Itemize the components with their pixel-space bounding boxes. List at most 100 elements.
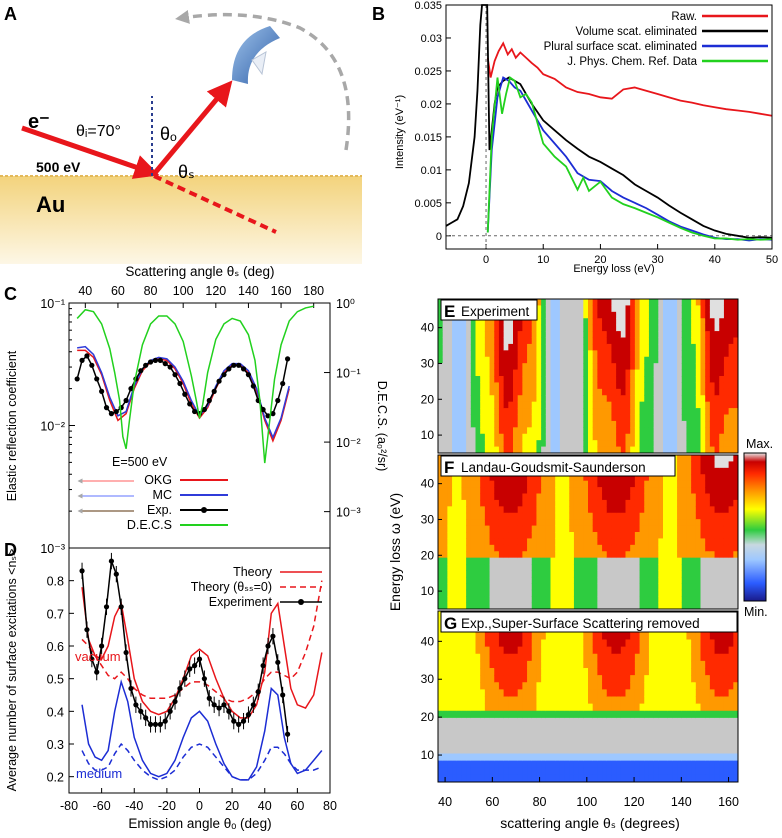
heatmap-cell — [625, 532, 631, 539]
heatmap-cell — [508, 639, 514, 648]
heatmap-cell — [498, 682, 505, 690]
heatmap-cell — [555, 639, 561, 648]
heatmap-cell — [536, 305, 542, 313]
heatmap-cell — [663, 311, 669, 319]
heatmap-cell — [484, 493, 491, 501]
heatmap-cell — [456, 725, 462, 733]
heatmap-cell — [644, 369, 650, 377]
heatmap-cell — [588, 525, 594, 533]
heatmap-cell — [555, 369, 561, 377]
heatmap-cell — [620, 675, 626, 683]
heatmap-cell — [639, 395, 645, 403]
heatmap-cell — [658, 653, 664, 662]
heatmap-cell — [648, 305, 655, 313]
heatmap-cell — [714, 461, 720, 469]
heatmap-cell — [672, 427, 678, 435]
heatmap-cell — [733, 639, 739, 648]
heatmap-cell — [442, 363, 448, 371]
heatmap-cell — [672, 499, 678, 507]
heatmap-cell — [466, 646, 472, 655]
heatmap-cell — [616, 382, 622, 390]
heatmap-cell — [663, 318, 669, 326]
heatmap-cell — [470, 331, 476, 338]
heatmap-cell — [480, 487, 486, 494]
heatmap-cell — [569, 725, 575, 733]
heatmap-cell — [677, 427, 683, 435]
heatmap-cell — [461, 480, 467, 488]
heatmap-cell — [484, 660, 491, 669]
heatmap-cell — [517, 414, 523, 422]
heatmap-cell — [569, 427, 575, 435]
heatmap-cell — [733, 760, 739, 769]
heatmap-cell — [691, 696, 697, 705]
heatmap-cell — [592, 703, 598, 712]
heatmap-cell — [470, 589, 476, 597]
heatmap-cell — [438, 564, 444, 571]
heatmap-cell — [527, 487, 533, 494]
heatmap-cell — [442, 324, 448, 332]
heatmap-cell — [494, 401, 500, 409]
heatmap-cell — [630, 480, 636, 488]
heatmap-cell — [634, 675, 641, 683]
heatmap-cell — [513, 557, 519, 565]
heatmap-cell — [592, 639, 598, 648]
heatmap-cell — [442, 689, 448, 697]
heatmap-cell — [513, 602, 519, 610]
heatmap-cell — [695, 660, 701, 669]
heatmap-cell — [569, 717, 575, 726]
heatmap-cell — [545, 717, 551, 726]
heatmap-cell — [658, 544, 664, 552]
heatmap-cell — [606, 570, 612, 578]
heatmap-cell — [484, 596, 491, 604]
heatmap-cell — [700, 544, 706, 552]
heatmap-cell — [728, 363, 734, 371]
heatmap-cell — [700, 480, 706, 488]
heatmap-cell — [508, 557, 514, 565]
heatmap-cell — [616, 493, 622, 501]
c-exp-point — [211, 388, 217, 394]
heatmap-cell — [569, 682, 575, 690]
heatmap-cell — [564, 576, 570, 584]
heatmap-cell — [592, 596, 598, 604]
heatmap-cell — [452, 760, 458, 769]
heatmap-cell — [452, 717, 458, 726]
heatmap-cell — [686, 414, 692, 422]
heatmap-cell — [597, 311, 603, 319]
heatmap-cell — [588, 668, 594, 676]
heatmap-cell — [447, 710, 453, 719]
heatmap-cell — [691, 461, 697, 469]
heatmap-cell — [564, 602, 570, 610]
heatmap-cell — [494, 725, 500, 733]
heatmap-cell — [663, 646, 669, 655]
heatmap-cell — [597, 710, 603, 719]
heatmap-cell — [541, 570, 547, 578]
heatmap-cell — [691, 746, 697, 754]
heatmap-cell — [522, 408, 528, 415]
heatmap-cell — [438, 343, 444, 351]
heatmap-cell — [564, 369, 570, 377]
heatmap-cell — [644, 660, 650, 669]
c-legend-mc: MC — [153, 488, 172, 502]
heatmap-cell — [503, 570, 509, 578]
heatmap-cell — [508, 660, 514, 669]
heatmap-cell — [677, 363, 683, 371]
heatmap-cell — [597, 363, 603, 371]
heatmap-cell — [508, 499, 514, 507]
heatmap-cell — [691, 324, 697, 332]
b-x-tick-label: 0 — [483, 254, 489, 266]
heatmap-cell — [573, 305, 580, 313]
heatmap-cell — [597, 739, 603, 747]
heatmap-cell — [564, 532, 570, 539]
heatmap-cell — [438, 570, 444, 578]
b-x-tick-label: 30 — [651, 254, 663, 266]
heatmap-cell — [447, 493, 453, 501]
heatmap-cell — [681, 774, 687, 783]
heatmap-cell — [620, 506, 626, 514]
heatmap-cell — [625, 632, 631, 640]
heatmap-cell — [719, 433, 725, 441]
heatmap-cell — [588, 557, 594, 565]
heatmap-cell — [588, 299, 594, 306]
c-exp-point — [128, 386, 134, 392]
heatmap-cell — [723, 376, 730, 383]
heatmap-cell — [541, 440, 547, 448]
